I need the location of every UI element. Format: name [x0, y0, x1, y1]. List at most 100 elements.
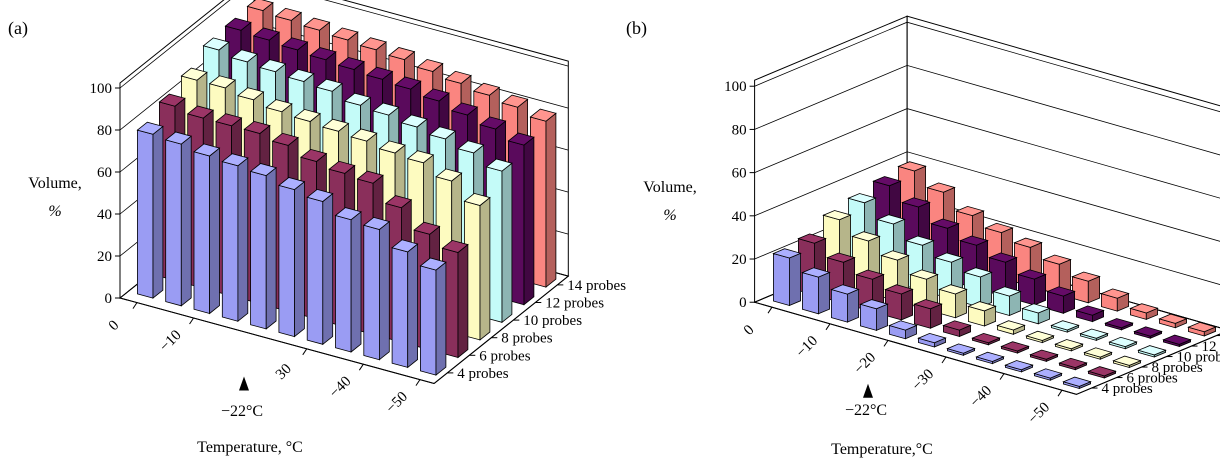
y-axis-label: Volume, — [643, 179, 696, 196]
x-tick-mark — [825, 323, 831, 331]
x-axis-label: Temperature, °C — [197, 439, 303, 456]
bar-top — [180, 67, 208, 81]
bar — [1058, 357, 1088, 371]
bar-top — [901, 197, 931, 208]
gridline — [119, 0, 569, 89]
bar — [1075, 305, 1105, 323]
bar-top — [394, 76, 422, 90]
x-tick-label: −20 — [851, 350, 879, 378]
bar-top — [1054, 339, 1084, 350]
bar-top — [1042, 254, 1072, 265]
bar-side — [180, 135, 192, 307]
bar-top — [221, 153, 249, 167]
bar-top — [243, 120, 271, 134]
x-tick-label: −30 — [909, 366, 937, 394]
bar-front — [136, 129, 154, 299]
bar — [362, 216, 391, 361]
bar-side — [1034, 273, 1046, 306]
bar — [1004, 360, 1034, 373]
bar-top — [917, 332, 947, 344]
gridline — [754, 64, 1220, 156]
bar-top — [501, 94, 529, 108]
bar-top — [359, 37, 387, 51]
bar-front — [391, 247, 409, 368]
bar-top — [300, 148, 328, 162]
bar-top — [356, 170, 384, 184]
y-tick-label: 0 — [104, 291, 112, 307]
bar — [884, 284, 914, 321]
bar-front — [165, 139, 182, 307]
bar-side — [435, 261, 447, 376]
bar-top — [384, 195, 413, 209]
bar-top — [1046, 286, 1076, 297]
bar-top — [1004, 360, 1034, 371]
bar-top — [772, 248, 802, 259]
bar-top — [847, 193, 877, 204]
bar-top — [880, 250, 910, 261]
bar — [1046, 286, 1076, 314]
bar-top — [350, 128, 378, 142]
bar-top — [252, 27, 281, 41]
bar-top — [281, 37, 309, 51]
y-tick-label: 60 — [97, 165, 112, 181]
bar-top — [378, 140, 406, 154]
bar-top — [193, 143, 221, 157]
bar-top — [259, 59, 287, 73]
bar-top — [278, 177, 306, 191]
bar-top — [419, 257, 447, 271]
bar — [164, 131, 193, 307]
bar-front — [419, 265, 437, 376]
bar-top — [1025, 330, 1055, 341]
bar-side — [818, 271, 830, 315]
bar-top — [428, 126, 457, 140]
x-axis-line — [754, 301, 1077, 395]
annotation-label: −22°C — [221, 403, 263, 420]
bar-top — [967, 301, 997, 312]
bar — [1187, 321, 1217, 337]
bar-top — [344, 92, 372, 106]
bar-top — [388, 47, 416, 61]
bar-top — [1108, 336, 1138, 348]
bar-top — [938, 284, 968, 295]
y-tick-label: 20 — [732, 252, 747, 268]
bar-top — [1000, 341, 1030, 352]
bar-top — [851, 231, 881, 242]
x-tick-mark — [941, 356, 947, 364]
bar — [992, 286, 1022, 317]
depth-axis-line — [1076, 333, 1220, 395]
bar-side — [209, 147, 220, 315]
gridline — [754, 21, 1220, 113]
bar — [391, 239, 419, 369]
y-tick-label: 100 — [724, 79, 747, 95]
bar-top — [1017, 269, 1047, 280]
x-tick-mark — [189, 317, 194, 325]
bar-front — [278, 184, 295, 338]
bar — [996, 320, 1026, 335]
bar-top — [136, 121, 164, 135]
bar-top — [963, 267, 993, 278]
series-label: 6 probes — [1127, 371, 1178, 387]
bar — [306, 188, 334, 346]
bar-top — [450, 102, 479, 116]
bar — [917, 332, 947, 348]
bar — [963, 267, 993, 308]
bar-top — [1071, 271, 1101, 282]
bar-top — [905, 235, 935, 246]
bar-top — [309, 47, 337, 61]
bar-top — [303, 17, 331, 31]
bar — [1083, 347, 1113, 360]
bar-top — [1079, 328, 1109, 339]
bar — [419, 257, 447, 376]
bar — [913, 299, 943, 329]
y-tick-label: 60 — [732, 166, 747, 182]
bar — [136, 121, 164, 299]
bar-top — [909, 269, 939, 280]
bar-top — [913, 299, 943, 310]
bar — [1017, 269, 1047, 306]
bar — [1050, 320, 1080, 333]
bar-side — [789, 252, 801, 307]
annotation-arrowhead — [863, 383, 873, 398]
bar-top — [246, 0, 274, 12]
bar-front — [831, 288, 848, 323]
